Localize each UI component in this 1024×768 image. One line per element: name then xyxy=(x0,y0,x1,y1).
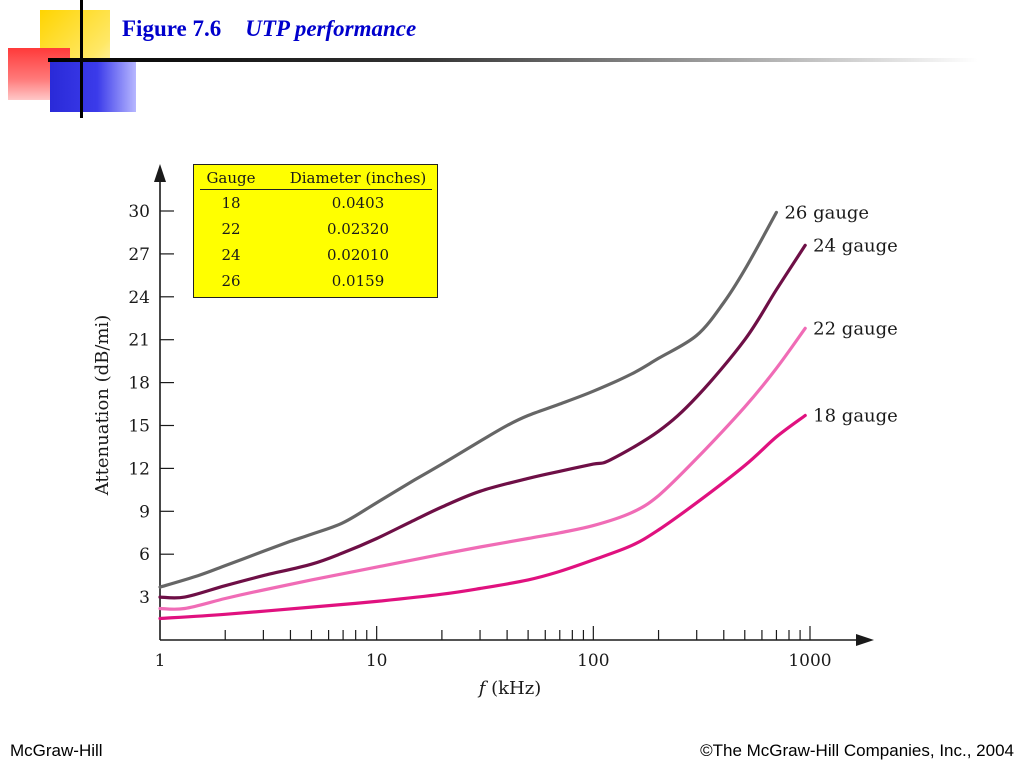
series-label-24-gauge: 24 gauge xyxy=(813,235,898,256)
y-tick-label: 30 xyxy=(128,202,150,222)
series-label-18-gauge: 18 gauge xyxy=(813,405,898,426)
chart-series xyxy=(158,210,807,621)
x-axis-label: f (kHz) xyxy=(477,678,542,699)
x-tick-label: 1000 xyxy=(788,651,831,671)
y-tick-label: 24 xyxy=(128,288,150,308)
curve-24-gauge xyxy=(158,243,807,600)
y-tick-label: 27 xyxy=(128,245,150,265)
y-tick-label: 18 xyxy=(128,374,150,394)
table-row: 26 0.0159 xyxy=(200,268,432,294)
curve-22-gauge xyxy=(158,326,807,611)
table-row: 22 0.02320 xyxy=(200,216,432,242)
table-header-gauge: Gauge xyxy=(200,169,262,190)
figure-number: Figure 7.6 xyxy=(122,16,222,41)
table-header-row: Gauge Diameter (inches) xyxy=(200,169,432,190)
table-cell-gauge: 24 xyxy=(221,246,241,264)
footer-copyright: ©The McGraw-Hill Companies, Inc., 2004 xyxy=(700,741,1014,760)
table-row: 18 0.0403 xyxy=(200,190,432,217)
series-labels: 26 gauge 24 gauge 22 gauge 18 gauge xyxy=(784,202,897,426)
x-tick-label: 10 xyxy=(366,651,388,671)
table-row: 24 0.02010 xyxy=(200,242,432,268)
figure-title: UTP performance xyxy=(245,16,417,41)
curve-26-gauge xyxy=(158,210,778,589)
y-tick-label: 12 xyxy=(128,459,150,479)
curve-18-gauge xyxy=(158,413,807,621)
y-axis-ticks: 3 6 9 12 15 18 21 24 27 30 xyxy=(128,202,174,608)
x-tick-label: 1 xyxy=(155,651,166,671)
x-axis-arrowhead xyxy=(856,634,874,646)
y-tick-label: 21 xyxy=(128,331,150,351)
table-cell-diameter: 0.0403 xyxy=(331,194,385,212)
slide-title: Figure 7.6 UTP performance xyxy=(122,16,416,42)
y-tick-label: 9 xyxy=(139,502,150,522)
y-tick-label: 15 xyxy=(128,417,150,437)
series-label-22-gauge: 22 gauge xyxy=(813,318,898,339)
gauge-diameter-table: Gauge Diameter (inches) 18 0.0403 22 0.0… xyxy=(193,164,438,298)
y-tick-label: 3 xyxy=(139,588,150,608)
decor-horizontal-rule xyxy=(48,58,978,62)
decor-blue-square xyxy=(50,62,136,112)
table-cell-gauge: 18 xyxy=(221,194,241,212)
gauge-table: Gauge Diameter (inches) 18 0.0403 22 0.0… xyxy=(200,169,432,294)
table-cell-diameter: 0.02010 xyxy=(326,246,390,264)
table-header-diameter: Diameter (inches) xyxy=(262,169,432,190)
table-cell-diameter: 0.0159 xyxy=(331,272,385,290)
table-cell-gauge: 26 xyxy=(221,272,241,290)
table-cell-diameter: 0.02320 xyxy=(326,220,390,238)
table-cell-gauge: 22 xyxy=(221,220,241,238)
series-label-26-gauge: 26 gauge xyxy=(784,202,869,223)
y-tick-label: 6 xyxy=(139,545,150,565)
y-axis-label: Attenuation (dB/mi) xyxy=(92,315,113,497)
footer-publisher: McGraw-Hill xyxy=(10,741,103,760)
x-tick-label: 100 xyxy=(577,651,609,671)
y-axis-arrowhead xyxy=(154,164,166,182)
x-axis-ticks: 1 10 100 1000 xyxy=(155,626,832,671)
